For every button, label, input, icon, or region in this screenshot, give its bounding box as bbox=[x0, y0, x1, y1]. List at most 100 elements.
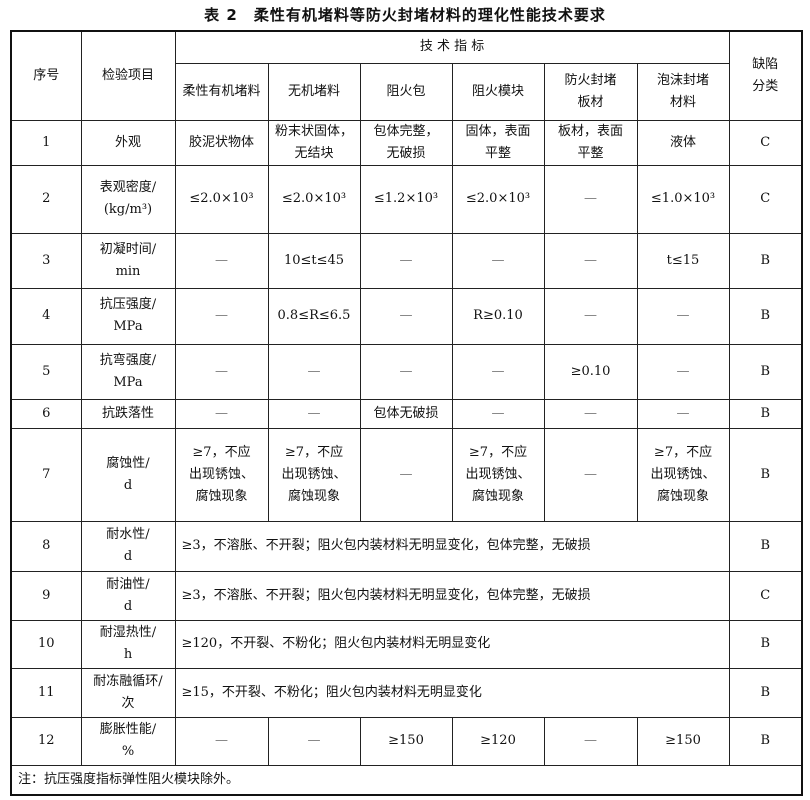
row-number: 2 bbox=[10, 164, 82, 234]
row-defect: B bbox=[728, 667, 803, 718]
table-row: 4 抗压强度/MPa —0.8≤R≤6.5— R≥0.10— — B bbox=[10, 287, 803, 345]
row-value: ≥7，不应 出现锈蚀、 腐蚀现象 bbox=[174, 427, 269, 522]
row-value: — bbox=[267, 398, 361, 429]
row-defect: C bbox=[728, 570, 803, 621]
row-value: ≤1.2×10³ bbox=[359, 164, 453, 234]
row-number: 5 bbox=[10, 343, 82, 400]
row-number: 3 bbox=[10, 232, 82, 289]
row-value: — bbox=[636, 398, 730, 429]
row-value: — bbox=[174, 716, 269, 766]
row-value: — bbox=[543, 287, 638, 345]
table-row: 11 耐冻融循环/次 ≥15，不开裂、不粉化；阻火包内装材料无明显变化 B bbox=[10, 667, 803, 718]
row-value: — bbox=[174, 287, 269, 345]
note-row: 注：抗压强度指标弹性阻火模块除外。 bbox=[10, 764, 803, 796]
row-defect: C bbox=[728, 119, 803, 166]
row-defect: C bbox=[728, 164, 803, 234]
row-value: ≥150 bbox=[359, 716, 453, 766]
requirements-table: 序号 检验项目技 术 指 标缺陷 分类 柔性有机堵料 无机堵料 阻火包 阻火模块 防火封堵 板材… bbox=[10, 30, 804, 796]
row-value: R≥0.10 bbox=[451, 287, 545, 345]
row-value: 包体完整， 无破损 bbox=[359, 119, 453, 166]
row-value: — bbox=[543, 427, 638, 522]
row-value: — bbox=[451, 398, 545, 429]
row-value: ≥7，不应 出现锈蚀、 腐蚀现象 bbox=[267, 427, 361, 522]
row-merged-value: ≥3，不溶胀、不开裂；阻火包内装材料无明显变化，包体完整，无破损 bbox=[174, 570, 730, 621]
row-value: — bbox=[543, 716, 638, 766]
row-value: 板材，表面 平整 bbox=[543, 119, 638, 166]
row-value: ≥0.10 bbox=[543, 343, 638, 400]
row-value: — bbox=[359, 287, 453, 345]
header-group: 技 术 指 标 bbox=[174, 30, 730, 64]
row-number: 4 bbox=[10, 287, 82, 345]
row-value: — bbox=[359, 427, 453, 522]
table-title: 表 2 柔性有机堵料等防火封堵材料的理化性能技术要求 bbox=[204, 6, 606, 24]
header-material: 泡沫封堵 材料 bbox=[636, 62, 730, 121]
header-item: 检验项目 bbox=[80, 30, 176, 121]
row-value: 0.8≤R≤6.5 bbox=[267, 287, 361, 345]
header-defect: 缺陷 分类 bbox=[728, 30, 803, 121]
row-value: — bbox=[543, 164, 638, 234]
row-value: ≤2.0×10³ bbox=[267, 164, 361, 234]
row-item: 腐蚀性/d bbox=[80, 427, 176, 522]
header-material: 阻火包 bbox=[359, 62, 453, 121]
header-material: 柔性有机堵料 bbox=[174, 62, 269, 121]
row-value: — bbox=[359, 232, 453, 289]
row-value: 液体 bbox=[636, 119, 730, 166]
row-value: — bbox=[451, 343, 545, 400]
header-row: 序号 检验项目技 术 指 标缺陷 分类 bbox=[10, 30, 803, 121]
row-number: 7 bbox=[10, 427, 82, 522]
row-value: — bbox=[359, 343, 453, 400]
header-material: 防火封堵 板材 bbox=[543, 62, 638, 121]
row-value: ≤2.0×10³ bbox=[174, 164, 269, 234]
table-row: 8 耐水性/d ≥3，不溶胀、不开裂；阻火包内装材料无明显变化，包体完整，无破损 B bbox=[10, 520, 803, 572]
table-row: 6 抗跌落性 — — 包体无破损 — — — B bbox=[10, 398, 803, 429]
row-item: 耐湿热性/h bbox=[80, 619, 176, 669]
table-row: 3 初凝时间/min —10≤t≤45— — — t≤15 B bbox=[10, 232, 803, 289]
row-value: — bbox=[174, 398, 269, 429]
row-value: — bbox=[636, 287, 730, 345]
row-value: — bbox=[451, 232, 545, 289]
row-defect: B bbox=[728, 716, 803, 766]
table-row: 5 抗弯强度/MPa — — — — ≥0.10— B bbox=[10, 343, 803, 400]
row-item: 耐油性/d bbox=[80, 570, 176, 621]
table-row: 7 腐蚀性/d ≥7，不应 出现锈蚀、 腐蚀现象 ≥7，不应 出现锈蚀、 腐蚀现象 — ≥7，不应… bbox=[10, 427, 803, 522]
row-number: 6 bbox=[10, 398, 82, 429]
row-value: — bbox=[174, 343, 269, 400]
row-defect: B bbox=[728, 232, 803, 289]
row-value: — bbox=[267, 716, 361, 766]
row-defect: B bbox=[728, 343, 803, 400]
table-note: 注：抗压强度指标弹性阻火模块除外。 bbox=[10, 764, 803, 796]
row-item: 耐水性/d bbox=[80, 520, 176, 572]
header-row: 柔性有机堵料 无机堵料 阻火包 阻火模块 防火封堵 板材 泡沫封堵 材料 bbox=[11, 62, 802, 121]
row-value: t≤15 bbox=[636, 232, 730, 289]
row-value: 固体，表面 平整 bbox=[451, 119, 545, 166]
row-number: 9 bbox=[10, 570, 82, 621]
row-value: — bbox=[267, 343, 361, 400]
row-merged-value: ≥120，不开裂、不粉化；阻火包内装材料无明显变化 bbox=[174, 619, 730, 669]
row-value: ≤1.0×10³ bbox=[636, 164, 730, 234]
row-number: 1 bbox=[10, 119, 82, 166]
header-no: 序号 bbox=[10, 30, 82, 121]
row-value: 胶泥状物体 bbox=[174, 119, 269, 166]
table-row: 12 膨胀性能/% — — ≥150 ≥120— ≥150 B bbox=[10, 716, 803, 766]
row-item: 抗跌落性 bbox=[80, 398, 176, 429]
row-value: ≥7，不应 出现锈蚀、 腐蚀现象 bbox=[636, 427, 730, 522]
row-value: ≥150 bbox=[636, 716, 730, 766]
row-defect: B bbox=[728, 520, 803, 572]
row-number: 11 bbox=[10, 667, 82, 718]
row-number: 10 bbox=[10, 619, 82, 669]
row-defect: B bbox=[728, 398, 803, 429]
row-value: — bbox=[174, 232, 269, 289]
row-value: 粉末状固体， 无结块 bbox=[267, 119, 361, 166]
row-value: — bbox=[543, 398, 638, 429]
row-item: 外观 bbox=[80, 119, 176, 166]
row-item: 表观密度/(kg/m³) bbox=[80, 164, 176, 234]
table-row: 2 表观密度/(kg/m³) ≤2.0×10³ ≤2.0×10³ ≤1.2×10³ ≤2.… bbox=[10, 164, 803, 234]
table-row: 1 外观 胶泥状物体 粉末状固体， 无结块 包体完整， 无破损 固体，表面 平整 板材，表面 平整液… bbox=[10, 119, 803, 166]
row-merged-value: ≥3，不溶胀、不开裂；阻火包内装材料无明显变化，包体完整，无破损 bbox=[174, 520, 730, 572]
row-value: 10≤t≤45 bbox=[267, 232, 361, 289]
row-value: 包体无破损 bbox=[359, 398, 453, 429]
row-number: 12 bbox=[10, 716, 82, 766]
row-defect: B bbox=[728, 287, 803, 345]
row-merged-value: ≥15，不开裂、不粉化；阻火包内装材料无明显变化 bbox=[174, 667, 730, 718]
table-row: 9 耐油性/d ≥3，不溶胀、不开裂；阻火包内装材料无明显变化，包体完整，无破损 C bbox=[10, 570, 803, 621]
